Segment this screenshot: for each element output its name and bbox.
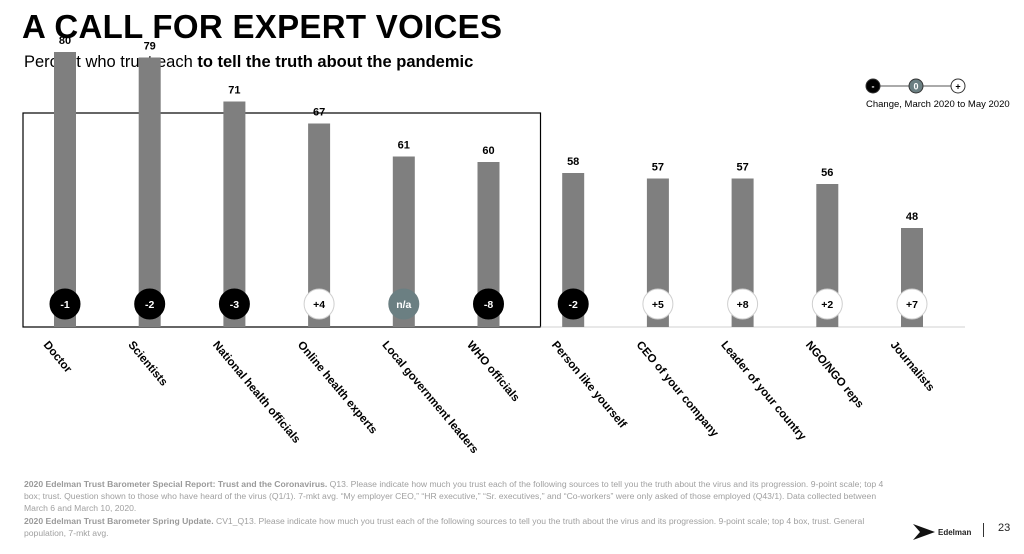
bar bbox=[562, 173, 585, 327]
bar-value-label: 79 bbox=[144, 41, 156, 53]
category-label: CEO of your company bbox=[634, 339, 721, 440]
footnotes: 2020 Edelman Trust Barometer Special Rep… bbox=[24, 478, 894, 540]
change-marker bbox=[134, 288, 166, 320]
legend-marker-label: + bbox=[955, 82, 960, 92]
category-label: National health officials bbox=[210, 339, 302, 446]
category-label: NGO/NGO reps bbox=[803, 339, 866, 410]
edelman-logo-icon bbox=[913, 524, 935, 540]
change-marker bbox=[388, 288, 420, 320]
change-label: +8 bbox=[737, 299, 749, 311]
change-label: -8 bbox=[484, 299, 493, 311]
change-label: +5 bbox=[652, 299, 664, 311]
change-marker bbox=[727, 288, 759, 320]
change-legend: - 0 + bbox=[865, 78, 966, 94]
legend-marker bbox=[908, 78, 924, 94]
change-label: +2 bbox=[821, 299, 833, 311]
change-marker bbox=[896, 288, 928, 320]
change-label: -2 bbox=[569, 299, 578, 311]
footnote-1: 2020 Edelman Trust Barometer Special Rep… bbox=[24, 478, 894, 514]
category-label: Scientists bbox=[125, 339, 169, 388]
bar bbox=[477, 162, 500, 327]
change-marker bbox=[218, 288, 250, 320]
bar-value-label: 56 bbox=[821, 167, 833, 179]
change-label: -2 bbox=[145, 299, 154, 311]
change-label: -1 bbox=[60, 299, 69, 311]
footnote-1-source: 2020 Edelman Trust Barometer Special Rep… bbox=[24, 479, 328, 489]
category-label: Journalists bbox=[888, 339, 937, 394]
bar-value-label: 71 bbox=[228, 85, 240, 97]
change-marker bbox=[473, 288, 504, 320]
bar bbox=[54, 52, 76, 327]
footnote-2-source: 2020 Edelman Trust Barometer Spring Upda… bbox=[24, 516, 214, 526]
change-marker bbox=[811, 288, 843, 320]
subtitle-bold: to tell the truth about the pandemic bbox=[197, 53, 474, 71]
bar-value-label: 57 bbox=[652, 162, 664, 174]
page-number: 23 bbox=[998, 522, 1011, 534]
legend-marker-label: - bbox=[872, 82, 875, 92]
bar bbox=[392, 156, 415, 327]
change-label: +4 bbox=[313, 299, 325, 311]
edelman-logo: Edelman bbox=[913, 523, 971, 541]
bar-value-label: 57 bbox=[736, 162, 748, 174]
bar-value-label: 61 bbox=[398, 140, 410, 152]
legend-caption: Change, March 2020 to May 2020 bbox=[866, 99, 1010, 110]
page-title: A CALL FOR EXPERT VOICES bbox=[22, 8, 503, 45]
category-label: Person like yourself bbox=[549, 339, 629, 431]
category-label: Doctor bbox=[41, 339, 74, 376]
change-marker bbox=[642, 288, 674, 320]
bar-value-label: 67 bbox=[313, 107, 325, 119]
footnote-2: 2020 Edelman Trust Barometer Spring Upda… bbox=[24, 515, 894, 539]
change-marker bbox=[303, 288, 335, 320]
bar-chart: 80 -1 Doctor 79 -2 Scientists 71 -3 National hea… bbox=[22, 35, 965, 456]
footnote-1-text: Q13. Please indicate how much you trust … bbox=[24, 479, 884, 513]
edelman-logo-text: Edelman bbox=[938, 527, 972, 537]
bar bbox=[308, 123, 331, 327]
category-label: Leader of your country bbox=[718, 339, 808, 443]
category-label: WHO officials bbox=[464, 339, 521, 404]
legend-marker bbox=[950, 78, 966, 94]
bar bbox=[138, 57, 161, 327]
change-label: n/a bbox=[396, 299, 411, 311]
footnote-2-text: CV1_Q13. Please indicate how much you tr… bbox=[24, 516, 865, 538]
category-label: Local government leaders bbox=[380, 339, 481, 456]
change-marker bbox=[49, 288, 81, 320]
change-label: -3 bbox=[230, 299, 239, 311]
bar-value-label: 58 bbox=[567, 156, 579, 168]
bar-value-label: 60 bbox=[482, 145, 494, 157]
change-label: +7 bbox=[906, 299, 918, 311]
bar-value-label: 48 bbox=[906, 211, 918, 223]
legend-marker bbox=[865, 78, 881, 94]
highlight-box bbox=[22, 112, 542, 328]
category-label: Online health experts bbox=[295, 339, 379, 436]
footer-divider bbox=[983, 523, 984, 537]
legend-marker-label: 0 bbox=[913, 82, 918, 92]
change-marker bbox=[557, 288, 589, 320]
bar bbox=[223, 101, 246, 327]
bar-value-label: 80 bbox=[59, 35, 71, 47]
